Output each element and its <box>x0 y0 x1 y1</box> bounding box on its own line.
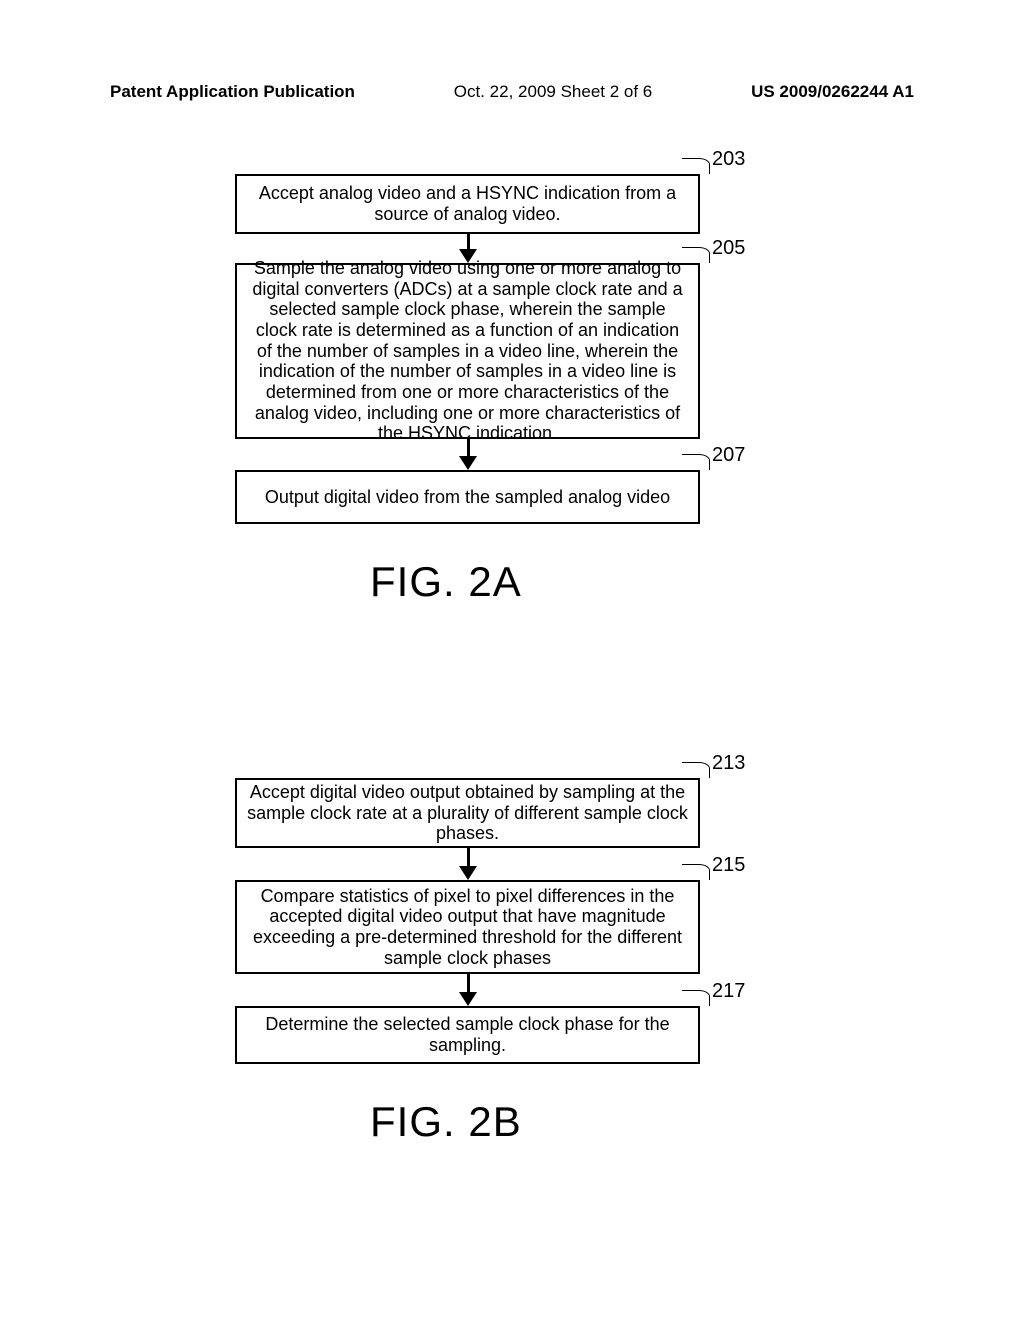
ref-label-215: 215 <box>712 854 745 877</box>
flow-box-215: Compare statistics of pixel to pixel dif… <box>235 880 700 974</box>
ref-label-207: 207 <box>712 444 745 467</box>
arrow-head-icon <box>459 249 477 263</box>
leader-arc-207 <box>682 454 710 470</box>
flow-box-217: Determine the selected sample clock phas… <box>235 1006 700 1064</box>
leader-arc-217 <box>682 990 710 1006</box>
figure-title-2b: FIG. 2B <box>370 1098 522 1146</box>
flow-box-207: Output digital video from the sampled an… <box>235 470 700 524</box>
header-center: Oct. 22, 2009 Sheet 2 of 6 <box>454 82 652 102</box>
ref-label-213: 213 <box>712 752 745 775</box>
flow-box-text: Accept analog video and a HSYNC indicati… <box>247 183 688 224</box>
arrow-head-icon <box>459 992 477 1006</box>
arrow-head-icon <box>459 456 477 470</box>
leader-arc-213 <box>682 762 710 778</box>
flow-box-203: Accept analog video and a HSYNC indicati… <box>235 174 700 234</box>
ref-label-203: 203 <box>712 148 745 171</box>
flow-box-text: Determine the selected sample clock phas… <box>247 1014 688 1055</box>
ref-label-205: 205 <box>712 237 745 260</box>
header-right: US 2009/0262244 A1 <box>751 82 914 102</box>
figure-title-2a: FIG. 2A <box>370 558 522 606</box>
flow-box-205: Sample the analog video using one or mor… <box>235 263 700 439</box>
header-left: Patent Application Publication <box>110 82 355 102</box>
flow-box-213: Accept digital video output obtained by … <box>235 778 700 848</box>
flow-box-text: Compare statistics of pixel to pixel dif… <box>247 886 688 969</box>
flow-box-text: Accept digital video output obtained by … <box>247 782 688 844</box>
leader-arc-205 <box>682 247 710 263</box>
ref-label-217: 217 <box>712 980 745 1003</box>
leader-arc-203 <box>682 158 710 174</box>
leader-arc-215 <box>682 864 710 880</box>
arrow-head-icon <box>459 866 477 880</box>
flow-box-text: Sample the analog video using one or mor… <box>247 258 688 444</box>
flow-box-text: Output digital video from the sampled an… <box>265 487 670 508</box>
arrow-stem <box>467 974 470 994</box>
patent-header: Patent Application Publication Oct. 22, … <box>0 82 1024 102</box>
arrow-stem <box>467 848 470 868</box>
